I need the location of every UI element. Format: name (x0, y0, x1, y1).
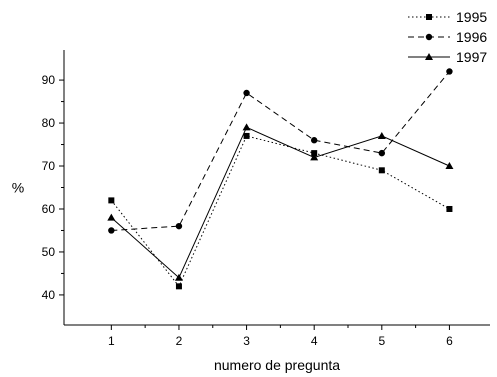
legend-marker-1997 (425, 53, 433, 60)
y-tick-label: 40 (42, 288, 56, 302)
series-1995 (108, 132, 453, 290)
data-point-1997 (107, 213, 116, 221)
series-group (107, 68, 454, 290)
x-tick-label: 4 (311, 334, 318, 348)
data-point-1995 (446, 205, 453, 212)
data-point-1997 (445, 162, 454, 170)
data-point-1997 (242, 123, 251, 131)
series-line-1995 (110, 135, 450, 288)
data-point-1996 (243, 89, 250, 97)
series-1997 (107, 123, 454, 281)
series-line-1997 (111, 126, 450, 279)
legend-marker-1996 (425, 33, 433, 41)
data-point-1996 (310, 137, 318, 144)
data-point-1997 (174, 273, 183, 281)
x-tick-label: 5 (378, 334, 385, 348)
y-axis-label: % (12, 180, 24, 196)
legend-label-1997: 1997 (456, 49, 487, 65)
x-axis-label: numero de pregunta (214, 357, 340, 373)
data-point-1997 (310, 153, 319, 161)
data-point-1996 (175, 222, 183, 230)
y-tick-label: 50 (42, 245, 56, 259)
data-point-1995 (311, 150, 318, 157)
data-point-1996 (446, 68, 453, 75)
y-tick-label: 90 (42, 73, 56, 87)
legend-marker-1995 (426, 14, 432, 20)
y-tick-label: 80 (42, 116, 56, 130)
data-point-1996 (378, 149, 386, 157)
x-tick-label: 1 (108, 334, 115, 348)
legend-label-1996: 1996 (456, 29, 487, 45)
data-point-1995 (108, 197, 115, 204)
x-tick-label: 3 (243, 334, 250, 348)
data-point-1997 (377, 131, 386, 139)
data-point-1995 (243, 132, 250, 139)
legend-label-1995: 1995 (456, 9, 487, 25)
data-point-1995 (378, 167, 385, 174)
data-point-1995 (175, 283, 182, 290)
axes: 1 2 3 4 5 6 40 50 60 70 80 90 (42, 50, 490, 348)
data-point-1996 (108, 227, 115, 234)
y-tick-label: 70 (42, 159, 56, 173)
series-line-1996 (111, 71, 450, 231)
legend: 1995 1996 1997 (408, 9, 487, 65)
y-tick-label: 60 (42, 202, 56, 216)
x-tick-label: 2 (176, 334, 183, 348)
x-tick-label: 6 (446, 334, 453, 348)
series-1996 (108, 68, 453, 234)
